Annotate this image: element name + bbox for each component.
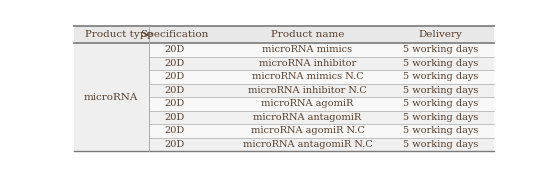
Text: microRNA agomiR N.C: microRNA agomiR N.C: [250, 126, 365, 135]
Text: 20D: 20D: [165, 99, 184, 108]
Text: 20D: 20D: [165, 86, 184, 95]
Text: 5 working days: 5 working days: [403, 45, 478, 54]
Text: 5 working days: 5 working days: [403, 99, 478, 108]
Text: microRNA agomiR: microRNA agomiR: [261, 99, 353, 108]
Text: Delivery: Delivery: [419, 30, 463, 39]
Text: Product name: Product name: [271, 30, 344, 39]
Bar: [148, 97, 494, 111]
Bar: [148, 84, 494, 97]
Text: Product type: Product type: [85, 30, 152, 39]
Text: 20D: 20D: [165, 72, 184, 81]
Text: 5 working days: 5 working days: [403, 126, 478, 135]
Text: 20D: 20D: [165, 113, 184, 122]
Bar: [74, 26, 494, 43]
Text: microRNA mimics N.C: microRNA mimics N.C: [252, 72, 363, 81]
Text: 5 working days: 5 working days: [403, 72, 478, 81]
Text: 20D: 20D: [165, 126, 184, 135]
Bar: [148, 138, 494, 151]
Text: 20D: 20D: [165, 140, 184, 149]
Text: microRNA antagomiR: microRNA antagomiR: [253, 113, 362, 122]
Text: microRNA mimics: microRNA mimics: [263, 45, 352, 54]
Text: 5 working days: 5 working days: [403, 59, 478, 68]
Text: 5 working days: 5 working days: [403, 140, 478, 149]
Bar: [148, 43, 494, 57]
Bar: [74, 43, 148, 151]
Bar: [148, 111, 494, 124]
Text: Specification: Specification: [140, 30, 209, 39]
Bar: [148, 57, 494, 70]
Text: microRNA inhibitor N.C: microRNA inhibitor N.C: [248, 86, 367, 95]
Bar: [148, 124, 494, 138]
Text: microRNA: microRNA: [84, 93, 138, 102]
Text: microRNA antagomiR N.C: microRNA antagomiR N.C: [243, 140, 372, 149]
Bar: [148, 70, 494, 84]
Text: 20D: 20D: [165, 59, 184, 68]
Text: 5 working days: 5 working days: [403, 86, 478, 95]
Text: 5 working days: 5 working days: [403, 113, 478, 122]
Text: microRNA inhibitor: microRNA inhibitor: [259, 59, 356, 68]
Text: 20D: 20D: [165, 45, 184, 54]
